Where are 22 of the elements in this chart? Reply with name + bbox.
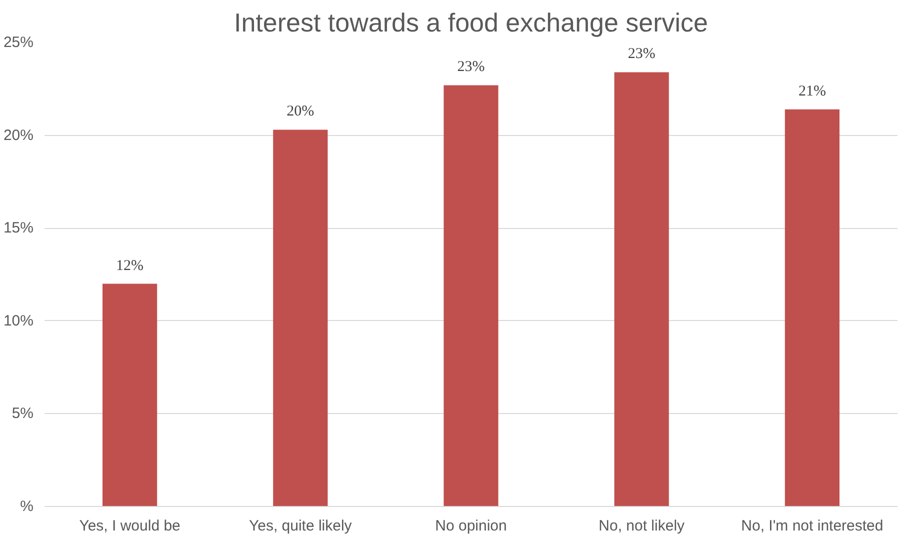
y-tick-label: % — [20, 498, 34, 515]
y-tick-label: 15% — [3, 220, 34, 237]
y-tick-label: 20% — [3, 126, 34, 144]
bar — [102, 284, 158, 506]
y-tick-label: 5% — [12, 405, 34, 422]
bar — [444, 85, 498, 506]
x-tick-label: Yes, I would be — [79, 518, 180, 534]
y-tick-label: 10% — [3, 312, 34, 330]
bar — [784, 109, 840, 506]
x-tick-label: No, I'm not interested — [741, 518, 884, 534]
x-tick-label: No opinion — [435, 518, 507, 534]
data-label: 12% — [116, 258, 144, 274]
data-label: 23% — [628, 46, 656, 62]
chart-title: Interest towards a food exchange service — [234, 8, 708, 38]
data-label: 23% — [457, 59, 485, 76]
bar — [614, 72, 669, 506]
bar — [273, 130, 328, 506]
data-label: 21% — [798, 83, 826, 100]
data-label: 20% — [286, 104, 314, 120]
x-tick-label: Yes, quite likely — [248, 518, 352, 534]
y-tick-label: 25% — [3, 34, 34, 51]
x-tick-label: No, not likely — [598, 518, 686, 534]
